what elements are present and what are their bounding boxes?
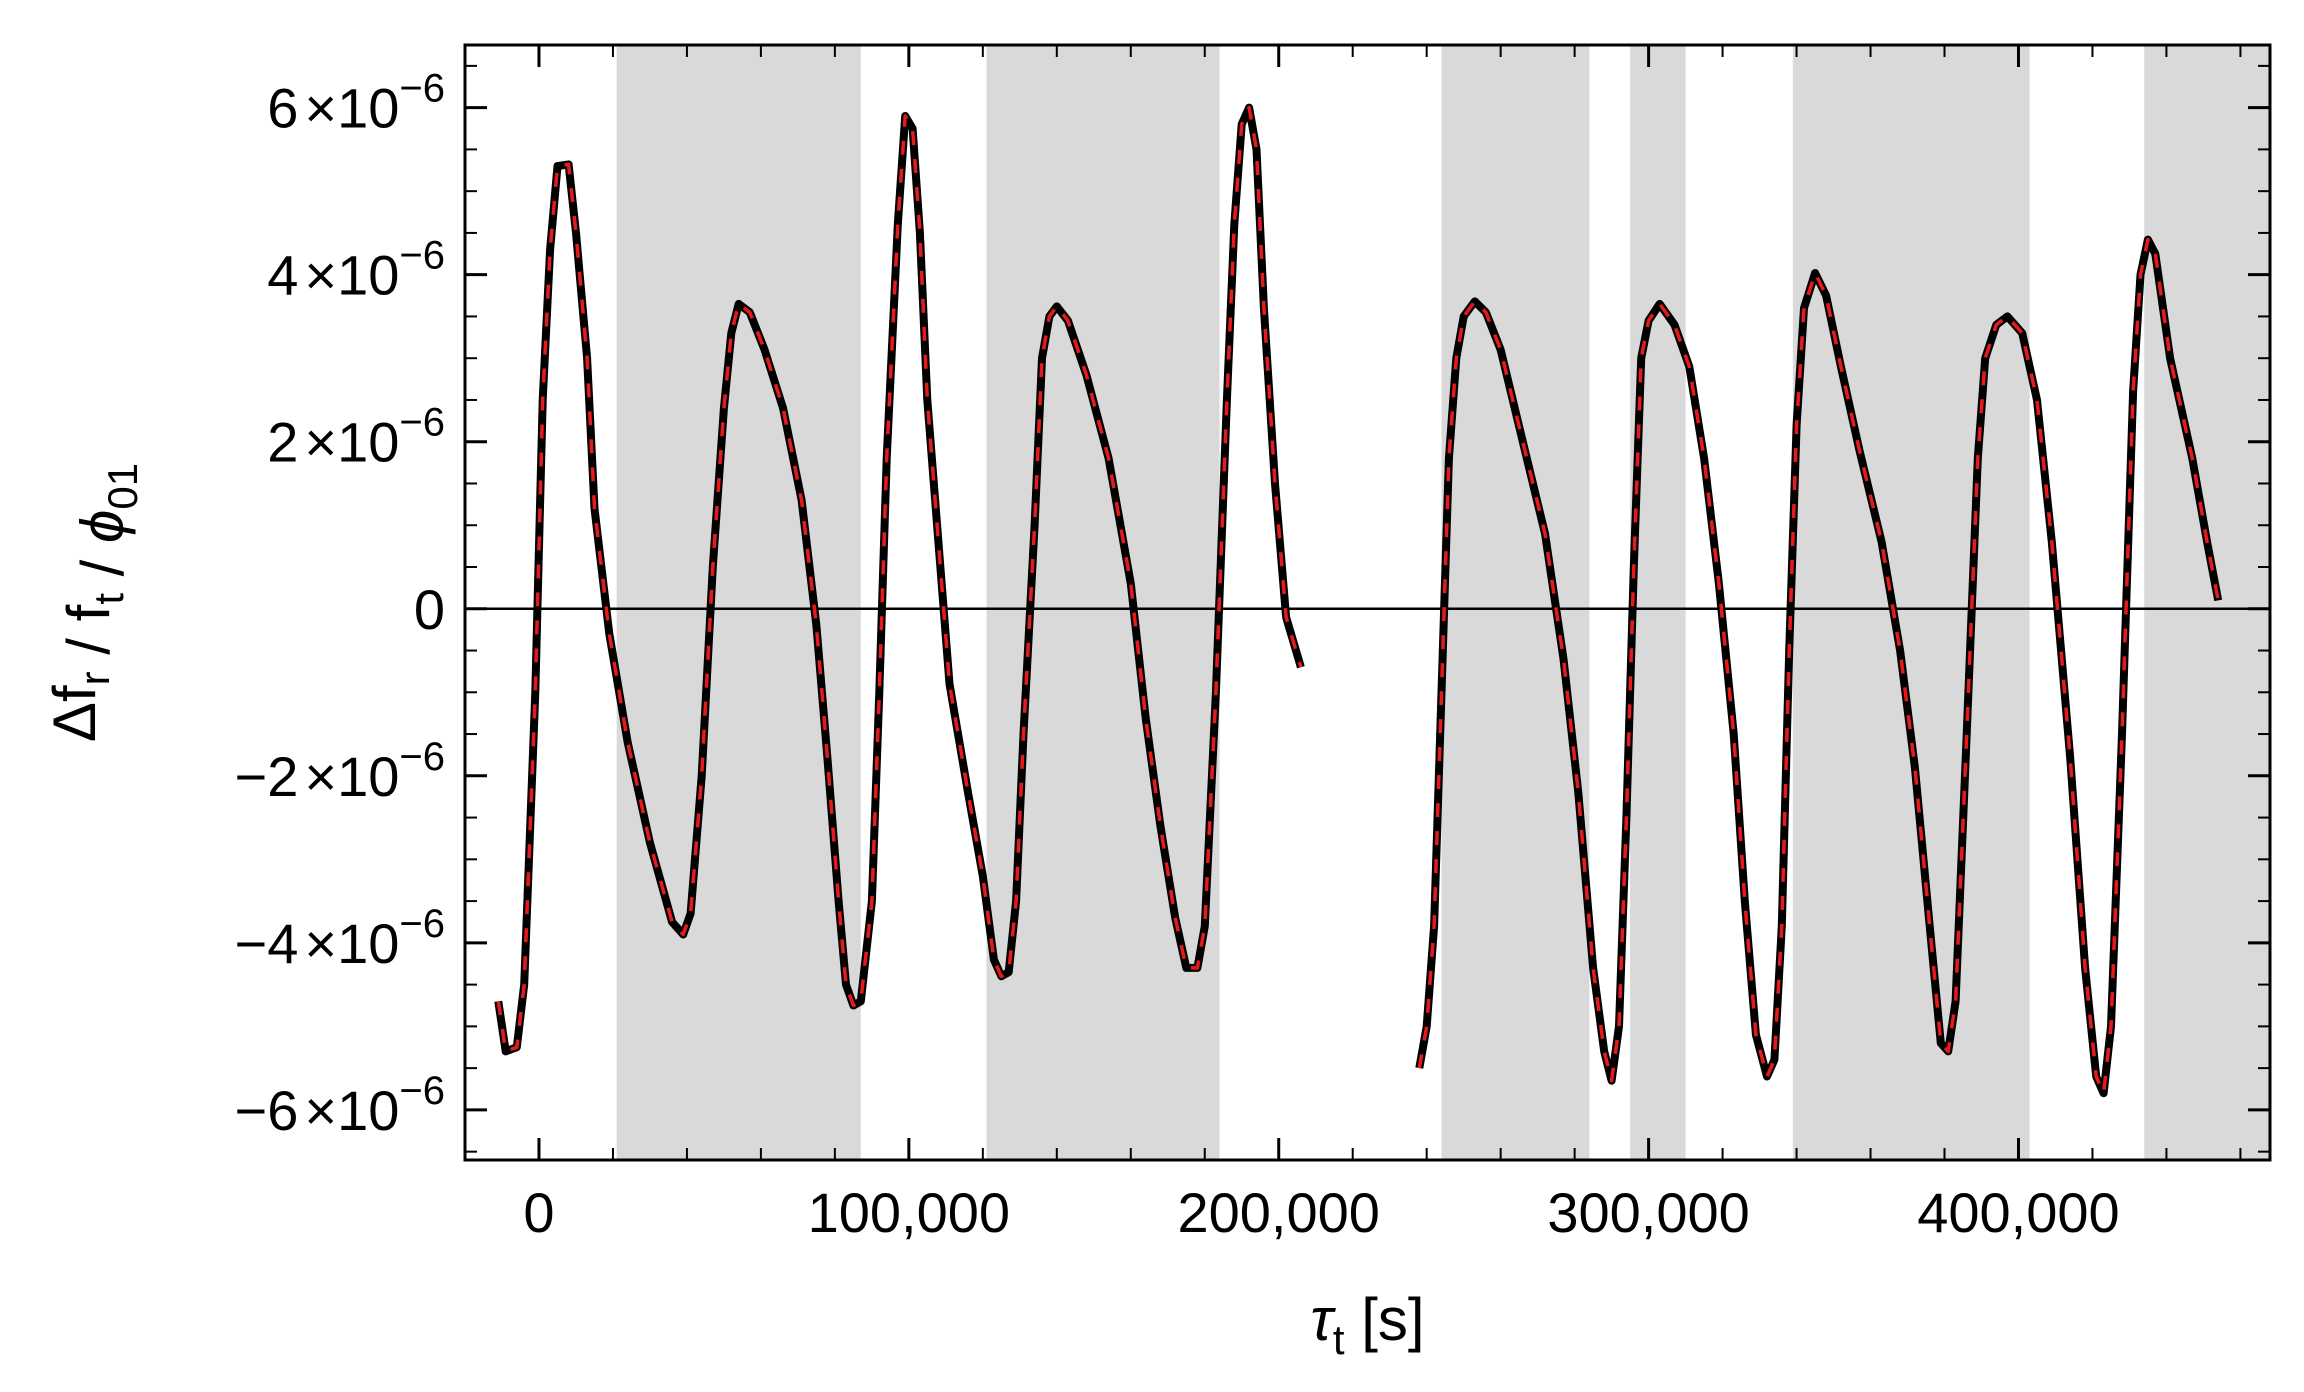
y-tick-label: 6 ×10−6 (267, 67, 445, 140)
x-tick-label: 200,000 (1178, 1181, 1380, 1244)
x-tick-labels: 0 100,000 200,000 300,000 400,000 (523, 1181, 2119, 1244)
series-layer (494, 103, 2223, 1098)
x-tick-label: 300,000 (1547, 1181, 1749, 1244)
y-tick-label: 0 (414, 578, 445, 641)
series-dashed-overlay-2 (1417, 237, 2220, 1095)
x-tick-label: 400,000 (1917, 1181, 2119, 1244)
shaded-region-6 (2144, 45, 2270, 1160)
x-axis-label: τt [s] (1310, 1286, 1424, 1363)
y-tick-label: −6 ×10−6 (235, 1069, 445, 1142)
series-dashed-overlay-1 (496, 105, 1303, 1054)
y-tick-label: −2 ×10−6 (235, 735, 445, 808)
shaded-region-5 (1792, 45, 2030, 1160)
plot-frame (463, 43, 2272, 1162)
y-axis-label: Δfr / ft / ϕ01 (41, 463, 146, 742)
shaded-region-2 (986, 45, 1220, 1160)
shaded-region-4 (1630, 45, 1686, 1160)
major-ticks (465, 45, 2270, 1160)
y-tick-label: 4 ×10−6 (267, 234, 445, 307)
shaded-region-3 (1441, 45, 1590, 1160)
y-tick-label: −4 ×10−6 (235, 902, 445, 975)
shaded-regions (616, 45, 2270, 1160)
x-tick-label: 0 (523, 1181, 554, 1244)
y-tick-label: 2 ×10−6 (267, 401, 445, 474)
y-tick-labels: 6 ×10−6 4 ×10−6 2 ×10−6 0 −2 ×10−6 −4 ×10−6 −6 ×10−6 (235, 67, 445, 1142)
x-tick-label: 100,000 (808, 1181, 1010, 1244)
minor-ticks (464, 45, 2270, 1160)
shaded-region-1 (616, 45, 861, 1160)
